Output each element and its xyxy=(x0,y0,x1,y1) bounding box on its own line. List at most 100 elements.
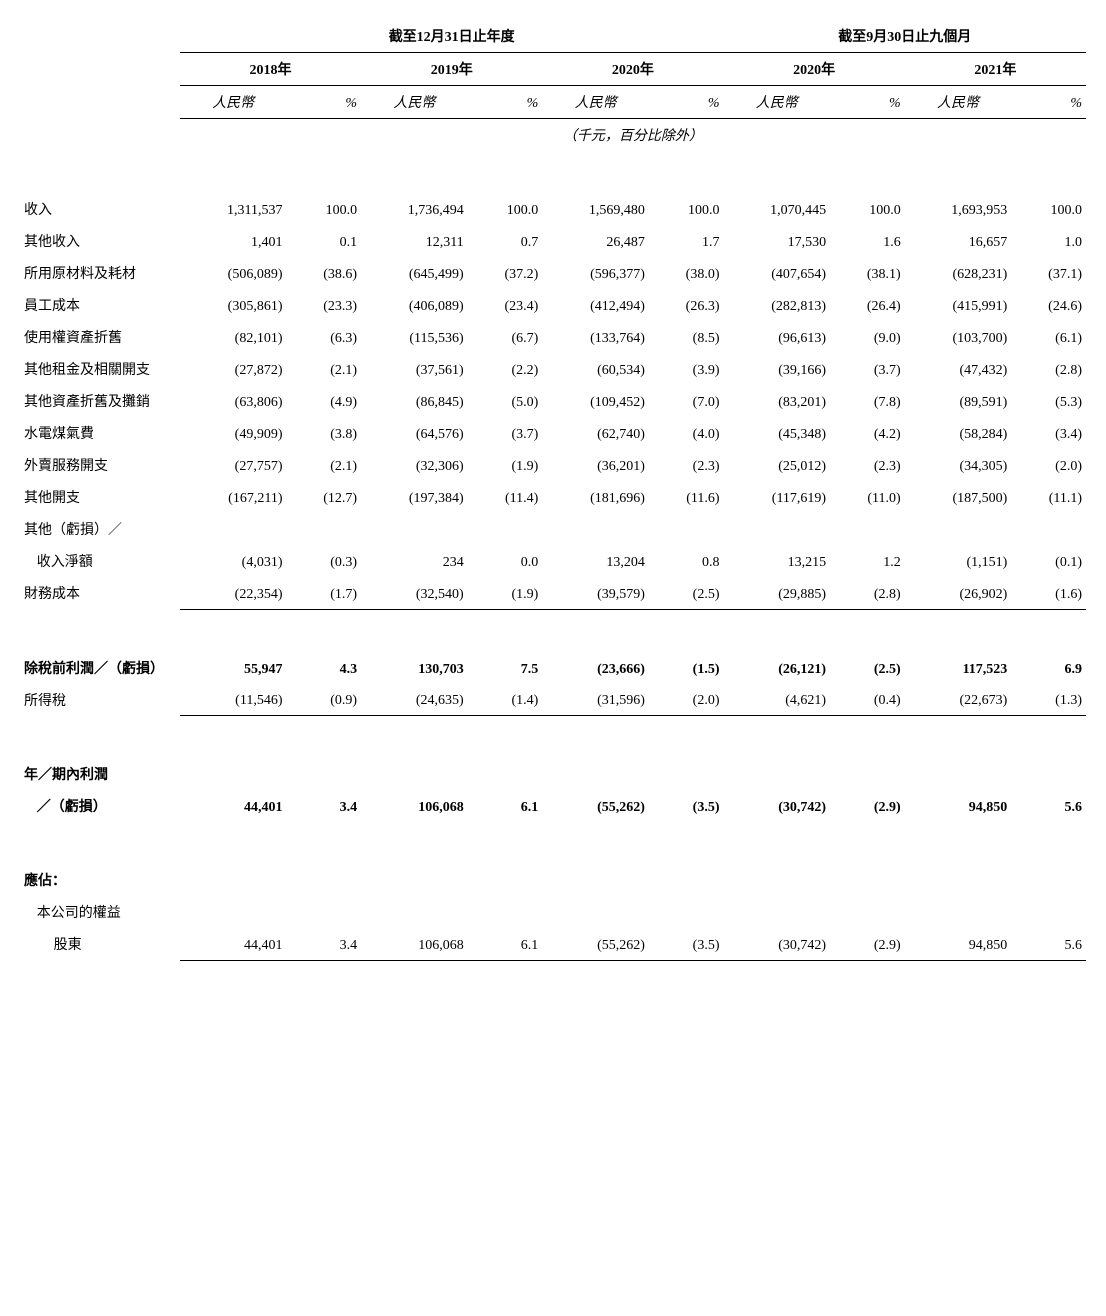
row-value: (38.6) xyxy=(286,257,361,289)
row-value: (96,613) xyxy=(724,321,831,353)
table-row: 其他（虧損）／ xyxy=(20,513,1086,545)
table-row: 其他開支(167,211)(12.7)(197,384)(11.4)(181,6… xyxy=(20,481,1086,513)
row-value xyxy=(649,864,724,896)
row-label: 其他開支 xyxy=(20,481,180,513)
row-value: (109,452) xyxy=(542,385,649,417)
row-value: (30,742) xyxy=(724,928,831,960)
table-body: 收入1,311,537100.01,736,494100.01,569,4801… xyxy=(20,193,1086,960)
row-value xyxy=(542,864,649,896)
row-value: 3.4 xyxy=(286,790,361,822)
row-value: 100.0 xyxy=(649,193,724,225)
row-value: (89,591) xyxy=(905,385,1012,417)
header-period-nine: 截至9月30日止九個月 xyxy=(724,20,1087,53)
row-value: (117,619) xyxy=(724,481,831,513)
row-value: (2.8) xyxy=(830,577,905,609)
table-row: 收入淨額(4,031)(0.3)2340.013,2040.813,2151.2… xyxy=(20,545,1086,577)
row-value: (3.9) xyxy=(649,353,724,385)
row-value: 7.5 xyxy=(468,652,543,684)
row-label: ／（虧損） xyxy=(20,790,180,822)
table-row: 所用原材料及耗材(506,089)(38.6)(645,499)(37.2)(5… xyxy=(20,257,1086,289)
row-label: 所得稅 xyxy=(20,684,180,716)
table-row: 外賣服務開支(27,757)(2.1)(32,306)(1.9)(36,201)… xyxy=(20,449,1086,481)
row-value: (63,806) xyxy=(180,385,287,417)
row-value xyxy=(830,758,905,790)
row-label: 除稅前利潤／（虧損） xyxy=(20,652,180,684)
row-value xyxy=(830,896,905,928)
row-value: (2.9) xyxy=(830,790,905,822)
row-value xyxy=(286,864,361,896)
row-value: (38.1) xyxy=(830,257,905,289)
row-value: 44,401 xyxy=(180,928,287,960)
header-currency: 人民幣 xyxy=(542,86,649,119)
row-value: 1,070,445 xyxy=(724,193,831,225)
row-value: (86,845) xyxy=(361,385,468,417)
row-value: (2.5) xyxy=(649,577,724,609)
row-label: 外賣服務開支 xyxy=(20,449,180,481)
row-value: (103,700) xyxy=(905,321,1012,353)
row-value xyxy=(905,513,1012,545)
row-value: 26,487 xyxy=(542,225,649,257)
row-value xyxy=(724,513,831,545)
row-value xyxy=(905,864,1012,896)
row-value: (197,384) xyxy=(361,481,468,513)
row-value: (2.8) xyxy=(1011,353,1086,385)
row-value: (27,872) xyxy=(180,353,287,385)
header-pct: % xyxy=(1011,86,1086,119)
row-value: (11.1) xyxy=(1011,481,1086,513)
row-value: 106,068 xyxy=(361,790,468,822)
row-value: 1.7 xyxy=(649,225,724,257)
row-value: (24.6) xyxy=(1011,289,1086,321)
row-value xyxy=(180,864,287,896)
header-year-2021: 2021年 xyxy=(905,53,1086,86)
row-value: (12.7) xyxy=(286,481,361,513)
row-value: (83,201) xyxy=(724,385,831,417)
row-value xyxy=(830,864,905,896)
row-value: (282,813) xyxy=(724,289,831,321)
header-currency: 人民幣 xyxy=(361,86,468,119)
row-value: 106,068 xyxy=(361,928,468,960)
row-value: (37.2) xyxy=(468,257,543,289)
row-value: 5.6 xyxy=(1011,928,1086,960)
row-value: (36,201) xyxy=(542,449,649,481)
row-value: (64,576) xyxy=(361,417,468,449)
row-value: (0.4) xyxy=(830,684,905,716)
row-label: 所用原材料及耗材 xyxy=(20,257,180,289)
header-year-2018: 2018年 xyxy=(180,53,361,86)
row-value: (4.9) xyxy=(286,385,361,417)
table-row: 使用權資產折舊(82,101)(6.3)(115,536)(6.7)(133,7… xyxy=(20,321,1086,353)
row-value xyxy=(286,513,361,545)
row-value: (38.0) xyxy=(649,257,724,289)
row-value xyxy=(649,758,724,790)
table-row: 除稅前利潤／（虧損）55,9474.3130,7037.5(23,666)(1.… xyxy=(20,652,1086,684)
header-unit-note: （千元，百分比除外） xyxy=(180,119,1086,152)
row-value: (37.1) xyxy=(1011,257,1086,289)
row-value: 1,311,537 xyxy=(180,193,287,225)
row-value: (39,579) xyxy=(542,577,649,609)
row-value: (62,740) xyxy=(542,417,649,449)
row-value xyxy=(180,896,287,928)
row-label: 財務成本 xyxy=(20,577,180,609)
row-value: (24,635) xyxy=(361,684,468,716)
header-pct: % xyxy=(468,86,543,119)
row-value: (7.8) xyxy=(830,385,905,417)
row-value: 3.4 xyxy=(286,928,361,960)
row-value: (3.5) xyxy=(649,928,724,960)
table-row: 其他收入1,4010.112,3110.726,4871.717,5301.61… xyxy=(20,225,1086,257)
row-value: (27,757) xyxy=(180,449,287,481)
row-value: (4,621) xyxy=(724,684,831,716)
row-value xyxy=(361,864,468,896)
header-year-2020b: 2020年 xyxy=(724,53,905,86)
row-value: 100.0 xyxy=(286,193,361,225)
row-value: (1.9) xyxy=(468,577,543,609)
row-value: (415,991) xyxy=(905,289,1012,321)
row-value: (5.3) xyxy=(1011,385,1086,417)
row-value: 1.6 xyxy=(830,225,905,257)
row-value xyxy=(180,758,287,790)
row-value xyxy=(361,896,468,928)
row-value: (3.5) xyxy=(649,790,724,822)
table-row: 年／期內利潤 xyxy=(20,758,1086,790)
row-value: 94,850 xyxy=(905,790,1012,822)
row-value: (133,764) xyxy=(542,321,649,353)
row-value: 12,311 xyxy=(361,225,468,257)
row-value: 13,215 xyxy=(724,545,831,577)
